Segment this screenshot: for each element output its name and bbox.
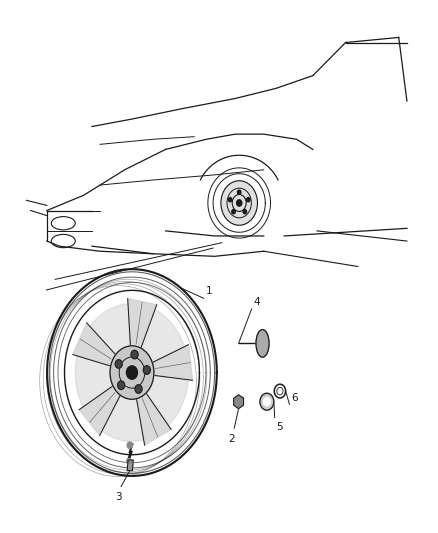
- Circle shape: [237, 190, 241, 195]
- Text: 4: 4: [254, 297, 261, 308]
- Polygon shape: [127, 460, 133, 471]
- Polygon shape: [102, 393, 144, 441]
- Circle shape: [263, 398, 270, 406]
- Polygon shape: [151, 345, 193, 381]
- Circle shape: [127, 366, 138, 379]
- Polygon shape: [75, 356, 115, 407]
- Polygon shape: [234, 395, 244, 409]
- Polygon shape: [128, 298, 157, 350]
- Circle shape: [110, 346, 154, 399]
- Circle shape: [143, 366, 150, 374]
- Circle shape: [115, 360, 122, 368]
- Polygon shape: [140, 310, 184, 364]
- Circle shape: [237, 200, 242, 206]
- Circle shape: [247, 198, 250, 202]
- Circle shape: [127, 458, 131, 464]
- Polygon shape: [73, 323, 117, 367]
- Circle shape: [260, 393, 274, 410]
- Text: 6: 6: [291, 393, 298, 403]
- Text: 1: 1: [206, 286, 212, 296]
- Polygon shape: [145, 375, 188, 425]
- Text: 5: 5: [276, 422, 283, 432]
- Polygon shape: [136, 391, 171, 445]
- Circle shape: [221, 181, 258, 225]
- Polygon shape: [79, 385, 121, 435]
- Ellipse shape: [256, 329, 269, 357]
- Text: 3: 3: [116, 492, 122, 502]
- Circle shape: [228, 198, 232, 202]
- Circle shape: [118, 381, 125, 390]
- Circle shape: [135, 385, 142, 393]
- Circle shape: [243, 209, 247, 214]
- Circle shape: [232, 209, 235, 214]
- Circle shape: [131, 350, 138, 359]
- Circle shape: [127, 442, 132, 448]
- Text: 2: 2: [229, 433, 235, 443]
- Polygon shape: [90, 304, 131, 356]
